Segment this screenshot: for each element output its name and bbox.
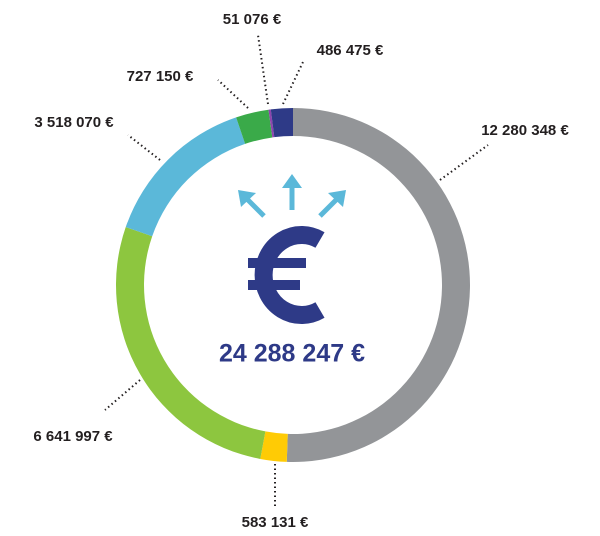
leader-line [127, 134, 161, 161]
value-label: 6 641 997 € [33, 428, 113, 445]
arrow [318, 196, 340, 218]
donut-slice [270, 108, 293, 138]
arrow-head [282, 174, 302, 188]
value-label: 486 475 € [317, 42, 384, 59]
arrow [244, 196, 266, 218]
value-label: 12 280 348 € [481, 122, 569, 139]
arrow-head [328, 190, 346, 207]
donut-slice [260, 431, 288, 462]
value-label: 583 131 € [242, 514, 309, 531]
donut-slice [286, 108, 470, 462]
euro-bar [248, 280, 300, 290]
value-label: 51 076 € [223, 11, 282, 28]
center-label: 24 288 247 € [219, 340, 365, 368]
value-label: 727 150 € [127, 68, 194, 85]
donut-slice [116, 227, 266, 459]
euro-arc [254, 226, 325, 324]
leader-line [257, 34, 269, 105]
leader-line [439, 144, 489, 181]
leader-line [282, 61, 304, 105]
leader-line [217, 79, 249, 109]
arrows [238, 174, 346, 218]
leader-line [104, 379, 141, 411]
donut-slice [236, 109, 273, 144]
donut-slice [268, 109, 275, 138]
donut-slice [125, 117, 246, 237]
value-label: 3 518 070 € [34, 114, 114, 131]
euro-icon [248, 226, 325, 324]
euro-bar [248, 258, 306, 268]
arrow-head [238, 190, 256, 207]
